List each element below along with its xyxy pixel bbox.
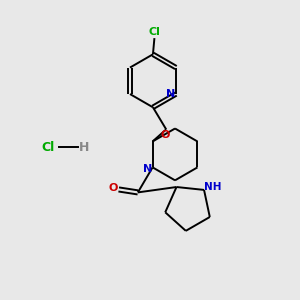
Text: Cl: Cl [148,27,160,37]
Text: N: N [166,89,175,99]
Text: N: N [143,164,152,174]
Text: O: O [108,183,118,193]
Text: Cl: Cl [42,141,55,154]
Text: NH: NH [204,182,222,192]
Text: O: O [160,130,169,140]
Text: H: H [79,141,89,154]
